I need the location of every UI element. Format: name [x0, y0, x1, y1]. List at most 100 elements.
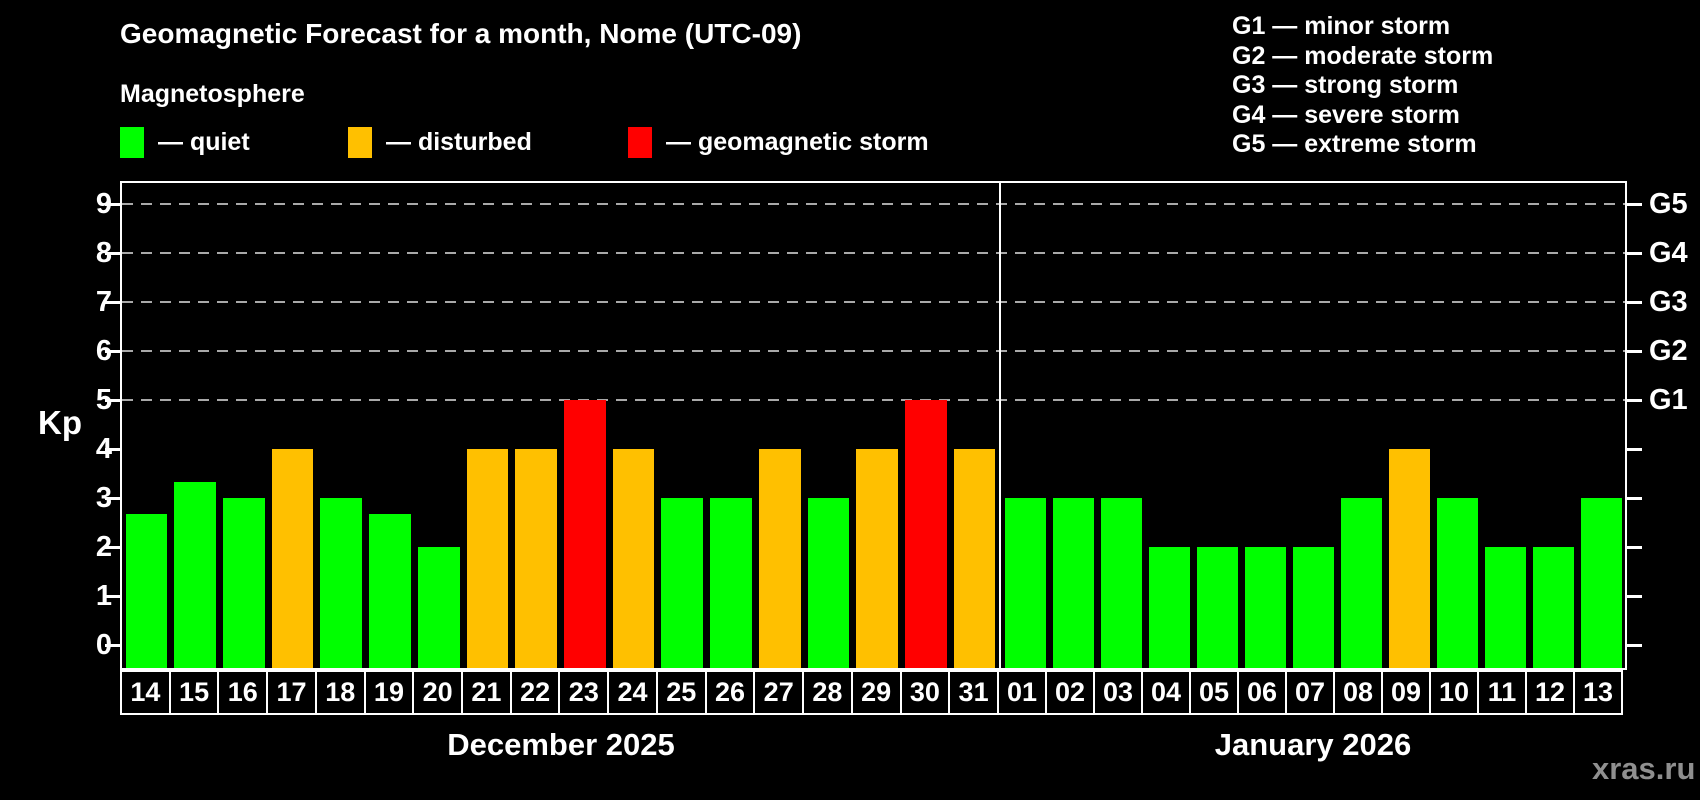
kp-bar-jan-10 — [1436, 498, 1478, 668]
kp-bar-dec-19 — [369, 514, 411, 668]
bar-slot-dec-20 — [414, 183, 463, 668]
kp-bar-jan-05 — [1196, 547, 1238, 668]
day-label-jan-03: 03 — [1093, 670, 1143, 715]
kp-bar-dec-27 — [758, 449, 801, 668]
bar-slot-dec-28 — [804, 183, 853, 668]
bar-slot-jan-11 — [1481, 183, 1529, 668]
day-label-dec-19: 19 — [363, 670, 415, 715]
watermark: xras.ru — [1592, 751, 1696, 786]
bar-slot-dec-19 — [366, 183, 415, 668]
kp-bar-jan-03 — [1100, 498, 1142, 668]
kp-bar-jan-13 — [1580, 498, 1622, 668]
g-scale-label-g1: G1 — [1649, 384, 1688, 416]
legend-item-quiet: — quiet — [120, 126, 250, 158]
kp-bar-jan-02 — [1052, 498, 1094, 668]
kp-axis-title: Kp — [38, 404, 82, 441]
y-tick-left-6 — [105, 350, 120, 353]
kp-bar-jan-12 — [1532, 547, 1574, 668]
quiet-label: — quiet — [158, 127, 250, 156]
bar-slot-jan-10 — [1433, 183, 1481, 668]
y-tick-label-0: 0 — [95, 629, 112, 661]
bar-slot-jan-04 — [1145, 183, 1193, 668]
plot-area: 0 1 2 3 4 5 6 7 8 9 G1 G2 G3 G4 G5 — [96, 181, 1688, 670]
storm-label: — geomagnetic storm — [666, 127, 929, 156]
quiet-color-swatch — [120, 126, 144, 158]
kp-bar-dec-30 — [905, 400, 947, 668]
day-label-dec-24: 24 — [607, 670, 658, 715]
y-tick-right-0 — [1627, 644, 1642, 647]
gridline-kp8 — [122, 252, 1625, 254]
day-label-jan-04: 04 — [1141, 670, 1191, 715]
kp-bar-dec-21 — [466, 449, 509, 668]
bar-slot-dec-15 — [171, 183, 220, 668]
day-label-jan-11: 11 — [1477, 670, 1527, 715]
bar-slot-jan-09 — [1385, 183, 1433, 668]
bar-slot-dec-21 — [463, 183, 512, 668]
y-tick-right-5 — [1627, 399, 1642, 402]
day-label-jan-06: 06 — [1237, 670, 1287, 715]
day-label-dec-29: 29 — [850, 670, 902, 715]
bar-slot-dec-17 — [268, 183, 317, 668]
g4-legend-line: G4 — severe storm — [1232, 100, 1460, 129]
bar-slot-dec-18 — [317, 183, 366, 668]
day-label-group-jan: 01 02 03 04 05 06 07 08 09 10 11 12 13 — [997, 670, 1623, 715]
bar-slot-jan-13 — [1577, 183, 1625, 668]
bar-slot-jan-03 — [1097, 183, 1145, 668]
bar-slot-dec-24 — [609, 183, 658, 668]
kp-bar-dec-17 — [271, 449, 314, 668]
day-label-jan-10: 10 — [1429, 670, 1479, 715]
y-tick-left-7 — [105, 301, 120, 304]
y-tick-right-2 — [1627, 546, 1642, 549]
day-label-dec-17: 17 — [266, 670, 317, 715]
kp-bar-dec-15 — [174, 482, 216, 668]
kp-bar-dec-25 — [661, 498, 704, 668]
kp-bar-dec-22 — [515, 449, 557, 668]
y-tick-label-6: 6 — [95, 335, 112, 367]
y-tick-right-9 — [1627, 203, 1642, 206]
y-tick-label-2: 2 — [95, 531, 112, 563]
bar-slot-jan-05 — [1193, 183, 1241, 668]
y-tick-right-6 — [1627, 350, 1642, 353]
magnetosphere-label: Magnetosphere — [120, 80, 305, 108]
bar-slot-dec-26 — [707, 183, 756, 668]
legend-item-disturbed: — disturbed — [348, 126, 532, 158]
kp-bar-jan-11 — [1484, 547, 1526, 668]
y-tick-left-3 — [105, 497, 120, 500]
g3-legend-line: G3 — strong storm — [1232, 71, 1459, 99]
g1-legend-line: G1 — minor storm — [1232, 12, 1451, 40]
gridline-kp7 — [122, 301, 1625, 303]
day-label-jan-07: 07 — [1285, 670, 1335, 715]
bar-slot-dec-27 — [755, 183, 804, 668]
gridline-kp5 — [122, 399, 1625, 401]
g5-legend-line: G5 — extreme storm — [1232, 130, 1477, 158]
day-axis-labels: 14 15 16 17 18 19 20 21 22 23 24 25 26 27 28 29 30 31 01 02… — [120, 670, 1627, 715]
day-label-dec-26: 26 — [704, 670, 756, 715]
day-label-jan-09: 09 — [1381, 670, 1431, 715]
y-tick-label-7: 7 — [95, 286, 112, 318]
g-scale-label-g4: G4 — [1649, 237, 1688, 269]
bar-slot-jan-08 — [1337, 183, 1385, 668]
month-group-jan — [1001, 183, 1625, 668]
kp-bar-dec-23 — [563, 400, 606, 668]
month-label-january: January 2026 — [1214, 727, 1412, 762]
bar-slot-jan-06 — [1241, 183, 1289, 668]
g2-legend-line: G2 — moderate storm — [1232, 41, 1494, 70]
gridline-kp9 — [122, 203, 1625, 205]
kp-bar-jan-09 — [1388, 449, 1430, 668]
y-tick-right-8 — [1627, 252, 1642, 255]
day-label-jan-02: 02 — [1045, 670, 1095, 715]
bar-slot-dec-31 — [950, 183, 999, 668]
y-tick-label-4: 4 — [95, 433, 112, 465]
day-label-jan-05: 05 — [1189, 670, 1239, 715]
y-tick-left-0 — [105, 644, 120, 647]
day-label-group-dec: 14 15 16 17 18 19 20 21 22 23 24 25 26 27 28 29 30 31 — [120, 670, 999, 715]
day-label-dec-23: 23 — [558, 670, 610, 715]
day-label-dec-30: 30 — [899, 670, 951, 715]
kp-level-legend: — quiet — disturbed — geomagnetic storm — [120, 126, 1100, 158]
day-label-dec-31: 31 — [948, 670, 999, 715]
month-divider-line — [999, 183, 1001, 668]
y-tick-right-4 — [1627, 448, 1642, 451]
bar-slot-dec-25 — [658, 183, 707, 668]
kp-bar-dec-18 — [320, 498, 363, 668]
